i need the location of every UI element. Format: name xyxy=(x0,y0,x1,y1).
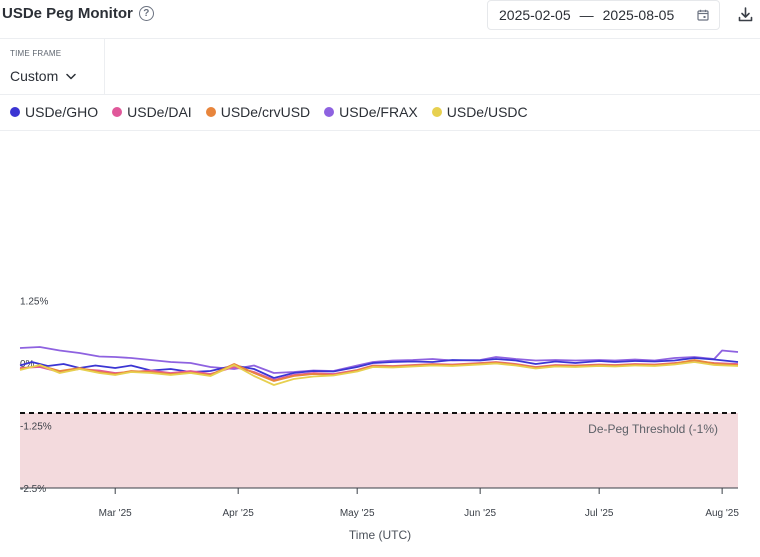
legend-dot xyxy=(324,106,335,117)
legend-label[interactable]: USDe/USDC xyxy=(446,103,528,120)
timeframe-select[interactable]: Custom xyxy=(10,68,76,84)
legend-item-usde-gho[interactable]: USDe/GHO xyxy=(10,104,98,120)
x-axis: Mar '25 Apr '25 May '25 Jun '25 Jul '25 Aug '… xyxy=(20,487,739,519)
y-axis-ticks: 1.25% 0% -1.25% -2.5% xyxy=(20,297,52,496)
x-tick-label: Mar '25 xyxy=(99,508,132,519)
depeg-zone xyxy=(20,413,738,488)
legend-dot xyxy=(205,106,216,117)
x-tick-label: Jun '25 xyxy=(464,508,496,519)
timeframe-control: TIME FRAME Custom xyxy=(0,39,105,94)
legend-item-usde-crvusd[interactable]: USDe/crvUSD xyxy=(205,103,311,120)
legend-label[interactable]: USDe/GHO xyxy=(25,103,99,120)
peg-chart: De-Peg Threshold (-1%) 1.25% 0% -1.25% -2.5… xyxy=(19,297,739,542)
x-tick-label: Jul '25 xyxy=(585,508,614,519)
chevron-down-icon[interactable] xyxy=(66,73,76,80)
legend-item-usde-usdc[interactable]: USDe/USDC xyxy=(431,103,528,120)
header: USDe Peg Monitor ? 2025-02-05 — 2025-08-… xyxy=(0,0,760,36)
x-axis-title: Time (UTC) xyxy=(349,528,411,542)
title-text: USDe Peg Monitor xyxy=(2,5,133,22)
legend-dot xyxy=(10,106,20,117)
y-tick-label: 1.25% xyxy=(20,297,48,308)
legend-label[interactable]: USDe/FRAX xyxy=(339,103,418,120)
download-icon[interactable] xyxy=(737,6,754,23)
series-line-usde-frax[interactable] xyxy=(19,346,739,374)
x-tick-label: May '25 xyxy=(340,508,375,519)
y-tick-label: 0% xyxy=(20,359,35,370)
legend-label[interactable]: USDe/crvUSD xyxy=(220,103,311,120)
x-tick-label: Apr '25 xyxy=(222,508,254,519)
timeframe-row: TIME FRAME Custom xyxy=(0,38,760,95)
series-lines xyxy=(19,346,739,386)
threshold-layer: De-Peg Threshold (-1%) xyxy=(20,412,738,488)
legend-item-usde-frax[interactable]: USDe/FRAX xyxy=(324,104,418,120)
series-line-usde-usdc[interactable] xyxy=(19,361,739,386)
date-start[interactable]: 2025-02-05 xyxy=(499,7,571,23)
series-line-usde-crvusd[interactable] xyxy=(19,359,739,382)
chart-legend: USDe/GHO USDe/DAI USDe/crvUSD USDe/FRAX … xyxy=(0,93,760,131)
calendar-icon[interactable] xyxy=(697,9,709,21)
y-tick-label: -1.25% xyxy=(20,422,52,433)
date-end[interactable]: 2025-08-05 xyxy=(602,7,675,23)
timeframe-label: TIME FRAME xyxy=(10,49,62,58)
series-line-usde-gho[interactable] xyxy=(19,357,739,379)
legend-label[interactable]: USDe/DAI xyxy=(127,103,192,120)
date-range-picker[interactable]: 2025-02-05 — 2025-08-05 xyxy=(487,0,720,30)
x-tick-label: Aug '25 xyxy=(705,508,739,519)
y-tick-label: -2.5% xyxy=(20,484,46,495)
page-title: USDe Peg Monitor ? xyxy=(2,5,154,22)
timeframe-value[interactable]: Custom xyxy=(10,68,59,84)
help-icon[interactable]: ? xyxy=(138,6,154,21)
legend-item-usde-dai[interactable]: USDe/DAI xyxy=(112,104,192,120)
legend-dot xyxy=(431,106,442,117)
legend-dot xyxy=(112,106,123,117)
date-separator: — xyxy=(579,7,594,23)
threshold-label: De-Peg Threshold (-1%) xyxy=(588,422,718,436)
